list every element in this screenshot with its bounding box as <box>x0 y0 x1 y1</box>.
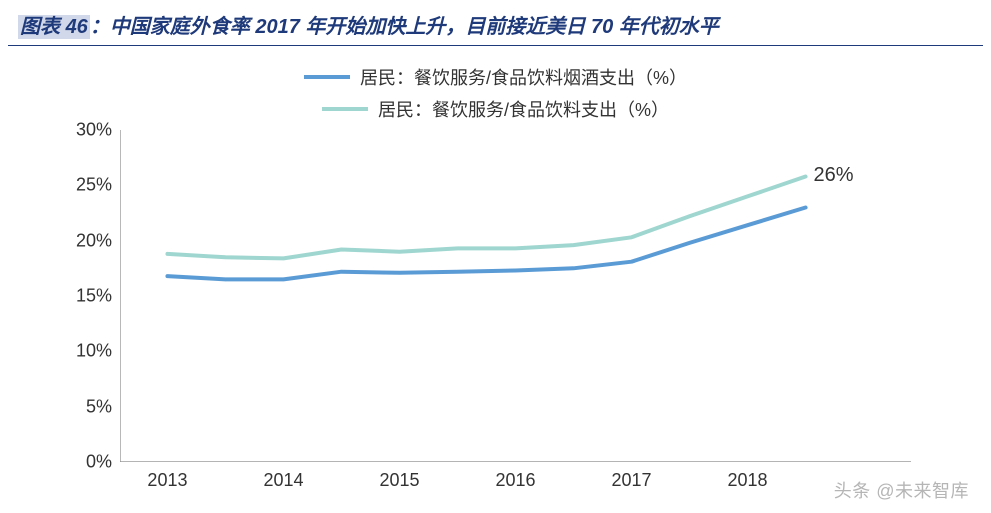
title-prefix: 图表 46 <box>18 15 90 39</box>
y-tick-label: 20% <box>52 230 112 251</box>
x-tick-label: 2016 <box>495 470 535 491</box>
legend-label-2: 居民：餐饮服务/食品饮料支出（%） <box>378 96 669 122</box>
x-tick-label: 2014 <box>263 470 303 491</box>
y-tick-label: 25% <box>52 175 112 196</box>
chart-title: 图表 46：中国家庭外食率 2017 年开始加快上升，目前接近美日 70 年代初… <box>8 4 983 46</box>
plot-region <box>120 130 911 462</box>
x-tick-label: 2018 <box>727 470 767 491</box>
y-tick-label: 30% <box>52 120 112 141</box>
y-tick-label: 10% <box>52 341 112 362</box>
legend-label-1: 居民：餐饮服务/食品饮料烟酒支出（%） <box>360 64 687 90</box>
title-text: 中国家庭外食率 2017 年开始加快上升，目前接近美日 70 年代初水平 <box>110 16 719 38</box>
legend-item-2: 居民：餐饮服务/食品饮料支出（%） <box>322 96 669 122</box>
title-sep: ： <box>90 16 110 38</box>
y-tick-label: 15% <box>52 286 112 307</box>
x-tick-label: 2015 <box>379 470 419 491</box>
chart-area: 0%5%10%15%20%25%30%201320142015201620172… <box>20 130 971 490</box>
series-end-label: 26% <box>814 164 854 187</box>
title-number: 46 <box>66 16 88 38</box>
x-tick-label: 2017 <box>611 470 651 491</box>
chart-svg <box>120 130 911 462</box>
x-tick-label: 2013 <box>147 470 187 491</box>
legend-swatch-1 <box>304 75 350 79</box>
legend: 居民：餐饮服务/食品饮料烟酒支出（%） 居民：餐饮服务/食品饮料支出（%） <box>0 64 991 122</box>
title-prefix-text: 图表 <box>20 16 60 38</box>
legend-item-1: 居民：餐饮服务/食品饮料烟酒支出（%） <box>304 64 687 90</box>
legend-swatch-2 <box>322 107 368 111</box>
y-tick-label: 5% <box>52 396 112 417</box>
y-tick-label: 0% <box>52 452 112 473</box>
